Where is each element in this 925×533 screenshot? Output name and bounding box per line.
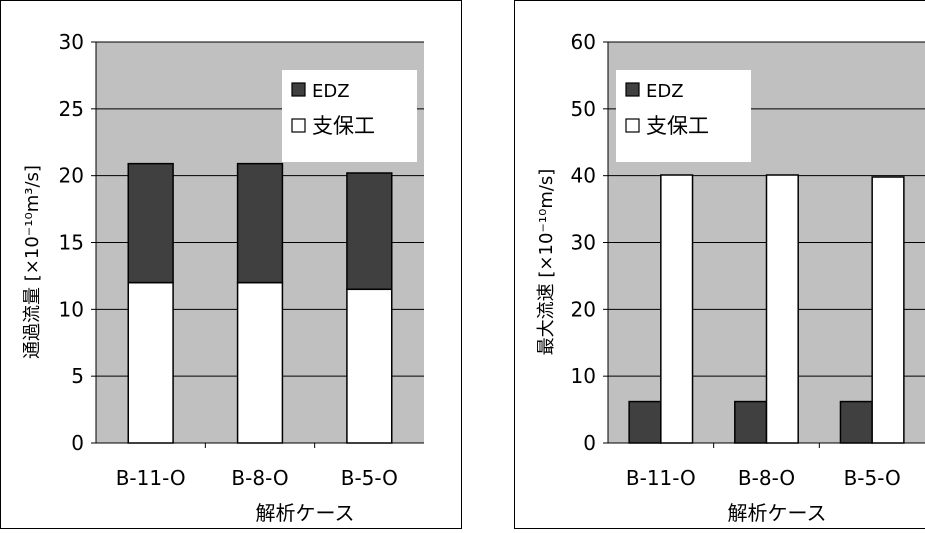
chart-right-legend-label-support: 支保工 — [646, 114, 709, 138]
chart-right-bar-support — [661, 175, 693, 443]
chart-right-x-tick-label: B-8-O — [738, 466, 795, 490]
chart-right-y-tick-label: 60 — [571, 30, 596, 54]
chart-left: 0 5 10 15 20 25 30 B-11-O B-8-O B-5-O EDZ 支保工 解析ケ… — [0, 0, 462, 529]
chart-left-y-axis-title: 通過流量 [×10⁻¹⁰m³/s] — [22, 165, 43, 359]
chart-left-legend: EDZ 支保工 — [282, 70, 417, 162]
chart-right-legend-swatch-edz — [626, 83, 639, 96]
chart-left-y-tick-label: 0 — [71, 431, 84, 455]
chart-right-x-tick-label: B-11-O — [626, 466, 696, 490]
chart-right-bar-support — [872, 177, 904, 443]
chart-right: 0 10 20 30 40 50 60 B-11-O B-8-O B-5-O EDZ 支保工 解析… — [462, 0, 925, 529]
chart-left-legend-label-edz: EDZ — [312, 81, 350, 102]
chart-right-bar-support — [767, 175, 799, 443]
chart-left-y-tick-label: 15 — [59, 231, 84, 255]
chart-right-bar-edz — [735, 402, 767, 443]
chart-left-y-tick-label: 25 — [59, 97, 84, 121]
chart-right-y-axis-title: 最大流速 [×10⁻¹⁰m/s] — [536, 169, 557, 356]
chart-left-x-axis-title: 解析ケース — [256, 501, 355, 525]
chart-left-x-tick-label: B-5-O — [341, 466, 398, 490]
chart-right-y-tick-label: 40 — [571, 164, 596, 188]
chart-right-svg: 0 10 20 30 40 50 60 B-11-O B-8-O B-5-O EDZ 支保工 解析… — [462, 0, 925, 529]
chart-right-y-tick-label: 50 — [571, 97, 596, 121]
chart-left-bar-support — [347, 289, 392, 443]
chart-left-legend-label-support: 支保工 — [312, 114, 375, 138]
chart-left-x-tick-label: B-11-O — [116, 466, 186, 490]
chart-left-x-tick-label: B-8-O — [231, 466, 288, 490]
chart-right-y-tick-label: 30 — [571, 231, 596, 255]
chart-left-bar-support — [238, 283, 283, 443]
chart-left-bars — [128, 164, 391, 443]
chart-right-x-axis-title: 解析ケース — [728, 501, 827, 525]
chart-right-y-tick-label: 10 — [571, 364, 596, 388]
chart-right-bar-edz — [629, 402, 661, 443]
chart-left-bar-edz — [128, 164, 173, 283]
chart-left-y-tick-label: 30 — [59, 30, 84, 54]
chart-right-bar-edz — [840, 402, 872, 443]
chart-left-svg: 0 5 10 15 20 25 30 B-11-O B-8-O B-5-O EDZ 支保工 解析ケ… — [0, 0, 462, 529]
chart-left-y-tick-label: 20 — [59, 164, 84, 188]
chart-right-x-tick-label: B-5-O — [844, 466, 901, 490]
chart-right-legend-label-edz: EDZ — [646, 81, 684, 102]
chart-left-legend-swatch-edz — [292, 83, 305, 96]
chart-left-bar-edz — [238, 164, 283, 283]
chart-left-bar-edz — [347, 173, 392, 289]
chart-right-legend-swatch-support — [626, 119, 639, 132]
chart-left-legend-swatch-support — [292, 119, 305, 132]
chart-left-y-tick-label: 10 — [59, 297, 84, 321]
chart-right-legend: EDZ 支保工 — [616, 70, 751, 162]
chart-left-bar-support — [128, 283, 173, 443]
chart-right-y-tick-label: 20 — [571, 297, 596, 321]
chart-left-y-tick-label: 5 — [71, 364, 84, 388]
chart-right-y-tick-label: 0 — [583, 431, 596, 455]
